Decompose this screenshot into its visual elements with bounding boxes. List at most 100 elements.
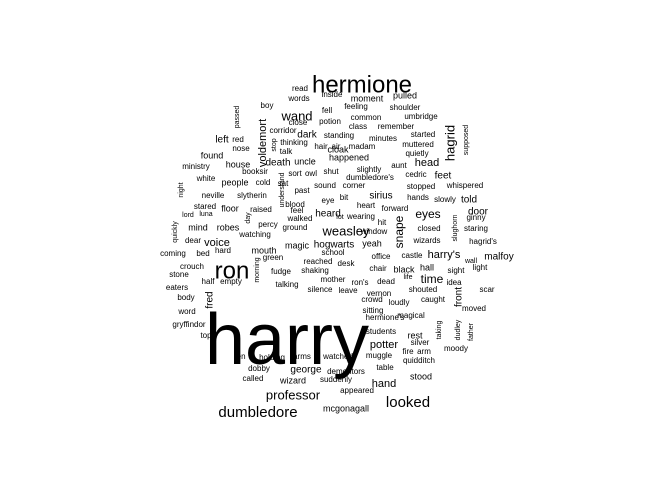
word-staring: staring <box>464 224 488 233</box>
word-door: door <box>468 207 489 218</box>
word-cold: cold <box>256 178 271 187</box>
word-shouted: shouted <box>409 285 437 294</box>
word-moved: moved <box>462 304 486 313</box>
word-people: people <box>221 177 248 187</box>
word-thinking: thinking <box>280 138 308 147</box>
word-chair: chair <box>369 264 387 273</box>
word-shut: shut <box>323 167 339 176</box>
word-wall: wall <box>464 258 478 265</box>
word-fire: fire <box>402 347 414 356</box>
word-dead: dead <box>377 277 395 286</box>
word-black: black <box>393 264 415 274</box>
word-idea: idea <box>446 278 462 287</box>
word-dementors: dementors <box>327 367 365 376</box>
word-mother: mother <box>321 275 346 284</box>
word-gryffindor: gryffindor <box>172 320 206 329</box>
word-passed: passed <box>234 106 241 129</box>
word-crowd: crowd <box>361 295 382 304</box>
word-talk: talk <box>280 147 293 156</box>
word-reached: reached <box>304 257 333 266</box>
word-feel: feel <box>291 206 304 215</box>
word-cedric: cedric <box>405 170 426 179</box>
word-ten: ten <box>234 352 245 361</box>
word-ground: ground <box>283 223 308 232</box>
word-voice: voice <box>204 237 230 249</box>
word-owl: owl <box>305 169 317 178</box>
word-suddenly: suddenly <box>320 375 352 384</box>
word-dear: dear <box>185 236 201 245</box>
word-sirius: sirius <box>369 191 392 202</box>
word-mouth: mouth <box>251 245 276 255</box>
word-moody: moody <box>444 344 468 353</box>
word-eye: eye <box>322 196 335 205</box>
word-stopped: stopped <box>407 182 435 191</box>
word-rest: rest <box>407 330 423 340</box>
word-hall: hall <box>420 262 434 272</box>
word-sort: sort <box>288 169 302 178</box>
word-words: words <box>287 94 309 103</box>
word-found: found <box>201 150 224 160</box>
word-floor: floor <box>221 203 239 213</box>
word-told: told <box>461 195 477 206</box>
word-quickly: quickly <box>172 221 179 243</box>
word-light: light <box>473 263 488 272</box>
word-green: green <box>263 253 283 262</box>
word-watching: watching <box>238 230 271 239</box>
word-minutes: minutes <box>369 134 397 143</box>
word-luna: luna <box>199 211 212 218</box>
word-castle: castle <box>402 251 423 260</box>
word-bit: bit <box>340 193 349 202</box>
word-potter: potter <box>370 339 398 351</box>
word-taking: taking <box>436 321 443 340</box>
word-sight: sight <box>448 266 466 275</box>
word-ron: ron <box>215 257 250 284</box>
word-wand: wand <box>280 108 312 123</box>
word-lord: lord <box>182 212 194 219</box>
word-lot: lot <box>336 214 343 221</box>
word-dumbledore: dumbledore <box>218 404 297 421</box>
word-bed: bed <box>196 249 209 258</box>
word-appeared: appeared <box>340 386 374 395</box>
word-hand: hand <box>372 378 396 390</box>
word-loudly: loudly <box>389 298 410 307</box>
word-empty: empty <box>220 277 242 286</box>
word-dudley: dudley <box>455 319 462 340</box>
word-stared: stared <box>194 202 216 211</box>
word-aunt: aunt <box>391 161 407 170</box>
word-ron-s: ron's <box>351 278 368 287</box>
word-madam: madam <box>349 142 376 151</box>
word-hermione: hermione <box>312 71 412 98</box>
word-left: left <box>215 135 229 146</box>
word-quidditch: quidditch <box>403 356 435 365</box>
word-stop: stop <box>271 138 278 151</box>
word-umbridge: umbridge <box>404 112 438 121</box>
word-leave: leave <box>338 286 358 295</box>
word-robes: robes <box>217 222 240 232</box>
word-house: house <box>226 159 251 169</box>
word-stone: stone <box>169 270 189 279</box>
word-remember: remember <box>378 122 415 131</box>
word-crouch: crouch <box>180 262 204 271</box>
word-walked: walked <box>287 214 313 223</box>
word-time: time <box>421 272 444 286</box>
word-hit: hit <box>378 218 387 227</box>
word-sat: sat <box>278 179 289 188</box>
word-silver: silver <box>411 338 430 347</box>
word-arm: arm <box>417 347 431 356</box>
word-life: life <box>404 274 413 281</box>
word-fudge: fudge <box>271 267 292 276</box>
word-hagrid: hagrid <box>442 125 457 161</box>
word-front: front <box>454 287 465 307</box>
word-hermione-s: hermione's <box>366 313 405 322</box>
word-harry-s: harry's <box>428 249 461 261</box>
word-wizards: wizards <box>412 236 440 245</box>
word-called: called <box>243 374 264 383</box>
word-coming: coming <box>160 249 186 258</box>
word-cloak: cloak <box>327 144 349 154</box>
word-hogwarts: hogwarts <box>314 240 355 251</box>
word-voldemort: voldemort <box>257 119 269 167</box>
word-hands: hands <box>407 193 429 202</box>
word-watched: watched <box>322 352 353 361</box>
word-neville: neville <box>202 191 225 200</box>
